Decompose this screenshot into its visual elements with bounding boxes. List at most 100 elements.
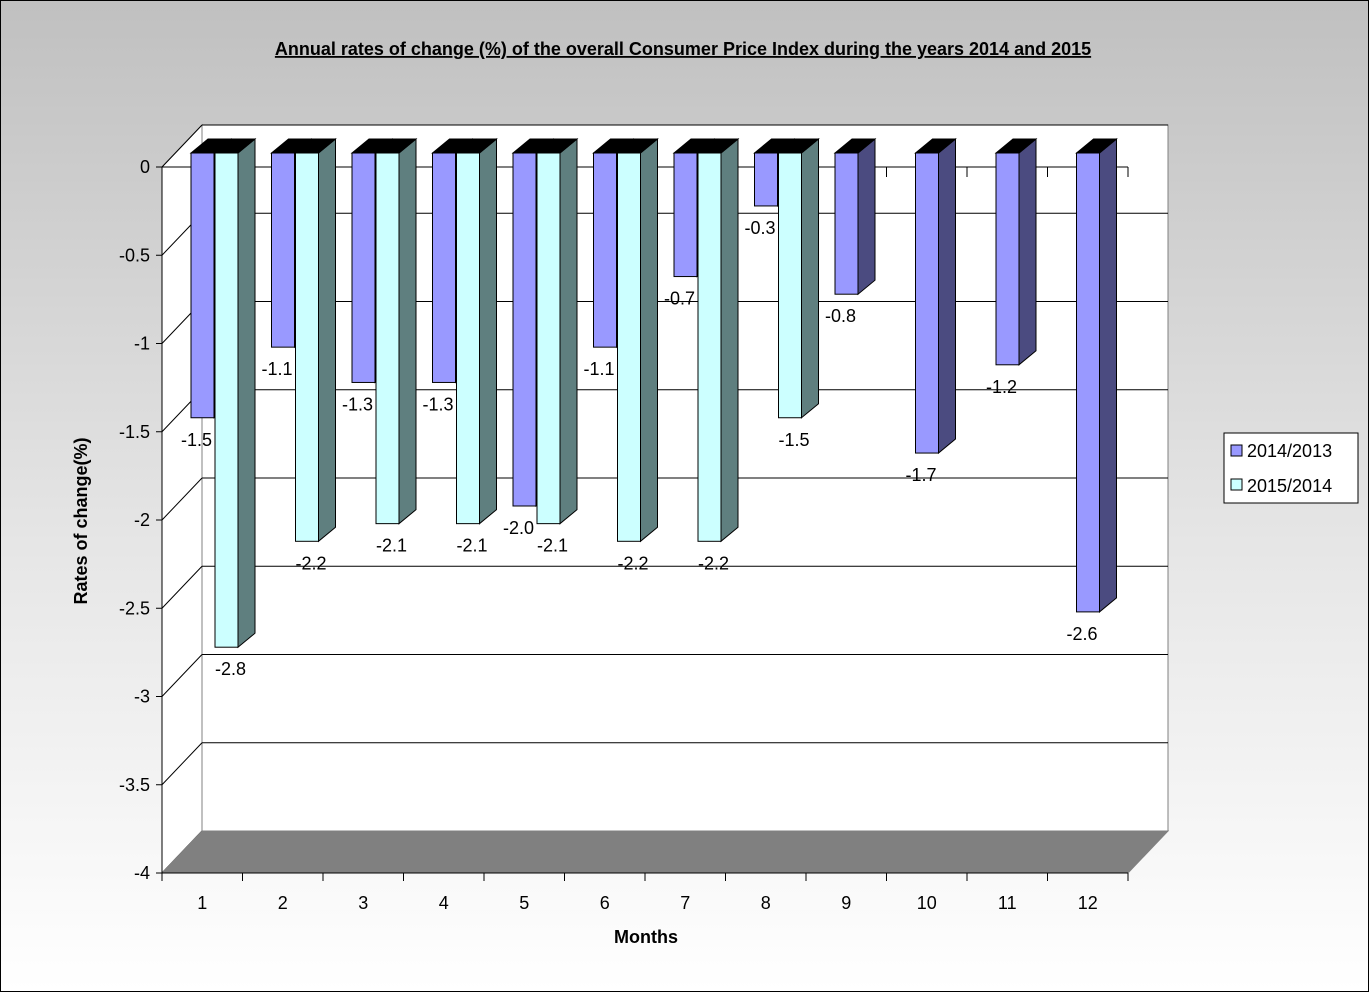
bar-side — [720, 137, 739, 543]
bar-side — [938, 137, 956, 455]
bar-side — [857, 137, 876, 296]
data-label: -0.8 — [825, 306, 856, 326]
data-label: -2.1 — [456, 536, 487, 556]
bar-top — [294, 138, 337, 154]
gridline-side — [161, 742, 203, 786]
bar-top — [511, 138, 555, 154]
legend-label-2015-2014: 2015/2014 — [1247, 476, 1332, 496]
bar-front — [617, 152, 641, 542]
gridline-side — [161, 477, 203, 521]
bar-top — [270, 138, 313, 154]
legend-label-2014-2013: 2014/2013 — [1247, 441, 1332, 461]
bar-front — [697, 152, 722, 542]
legend-box — [1223, 432, 1359, 504]
bar — [374, 137, 418, 525]
bar — [994, 137, 1038, 366]
data-label: -1.3 — [342, 394, 373, 414]
bar-front — [432, 152, 456, 383]
bar-side — [801, 137, 819, 419]
data-label: -1.5 — [778, 430, 809, 450]
data-label: -2.2 — [617, 553, 648, 573]
bar-side — [318, 137, 336, 543]
bar-front — [754, 152, 778, 207]
y-tick-label: -2 — [134, 510, 150, 530]
x-tick-label: 10 — [917, 893, 937, 913]
bar-top — [833, 138, 877, 154]
bar-front — [593, 152, 617, 348]
bar-top — [374, 138, 418, 154]
bar-side — [559, 137, 578, 525]
data-label: -1.3 — [422, 394, 453, 414]
bar-top — [431, 138, 474, 154]
bar — [914, 137, 957, 455]
bar-side — [640, 137, 658, 543]
chart-title: Annual rates of change (%) of the overal… — [275, 39, 1091, 59]
y-tick-label: 0 — [140, 157, 150, 177]
data-label: -1.1 — [261, 359, 292, 379]
data-label: -2.0 — [503, 518, 534, 538]
bar-top — [592, 138, 635, 154]
bar-side — [1018, 137, 1037, 366]
bar-front — [915, 152, 939, 454]
y-tick-label: -1 — [134, 334, 150, 354]
x-tick-label: 6 — [600, 893, 610, 913]
bar-side — [1099, 137, 1117, 613]
bar-front — [214, 152, 239, 648]
bar-top — [455, 138, 498, 154]
bar-front — [536, 152, 561, 525]
bar-front — [295, 152, 319, 542]
x-tick-label: 11 — [998, 893, 1017, 913]
bar-front — [271, 152, 295, 348]
bars-layer — [189, 137, 1118, 649]
bar-front — [995, 152, 1020, 366]
bar-front — [351, 152, 376, 383]
bar-front — [673, 152, 698, 278]
bar-front — [375, 152, 400, 525]
data-label: -2.1 — [537, 536, 568, 556]
y-tick-label: -4 — [134, 863, 150, 883]
bar — [213, 137, 257, 649]
bar — [455, 137, 498, 525]
bar-side — [398, 137, 417, 525]
bar-top — [994, 138, 1038, 154]
x-tick-label: 3 — [358, 893, 368, 913]
data-label: -1.7 — [905, 465, 936, 485]
x-tick-label: 7 — [680, 893, 690, 913]
bar-top — [350, 138, 394, 154]
bar-top — [1075, 138, 1118, 154]
data-label: -0.3 — [744, 218, 775, 238]
x-tick-label: 2 — [278, 893, 288, 913]
x-tick-label: 1 — [197, 893, 207, 913]
bar-side — [479, 137, 497, 525]
y-tick-label: -3 — [134, 687, 150, 707]
bar — [777, 137, 820, 419]
data-label: -1.5 — [181, 430, 212, 450]
y-tick-label: -3.5 — [119, 775, 150, 795]
data-label: -2.1 — [376, 536, 407, 556]
bar-side — [237, 137, 256, 649]
data-label: -2.8 — [215, 659, 246, 679]
data-label: -1.1 — [583, 359, 614, 379]
bar — [1075, 137, 1118, 613]
x-axis-title: Months — [614, 927, 678, 947]
gridline-side — [161, 654, 203, 697]
x-tick-label: 5 — [519, 893, 529, 913]
x-tick-label: 4 — [439, 893, 449, 913]
bar-front — [456, 152, 480, 525]
bar-top — [753, 138, 796, 154]
bar-top — [535, 138, 579, 154]
y-axis-title: Rates of change(%) — [71, 437, 91, 604]
legend-swatch-2014-2013 — [1230, 444, 1243, 457]
bar-front — [512, 152, 537, 507]
bar-top — [189, 138, 233, 154]
y-tick-label: -2.5 — [119, 598, 150, 618]
legend-swatch-2015-2014 — [1230, 478, 1243, 491]
floor — [160, 830, 1170, 874]
bar — [294, 137, 337, 543]
bar — [535, 137, 579, 525]
data-label: -2.2 — [698, 553, 729, 573]
bar-front — [834, 152, 859, 295]
y-tick-label: -1.5 — [119, 422, 150, 442]
